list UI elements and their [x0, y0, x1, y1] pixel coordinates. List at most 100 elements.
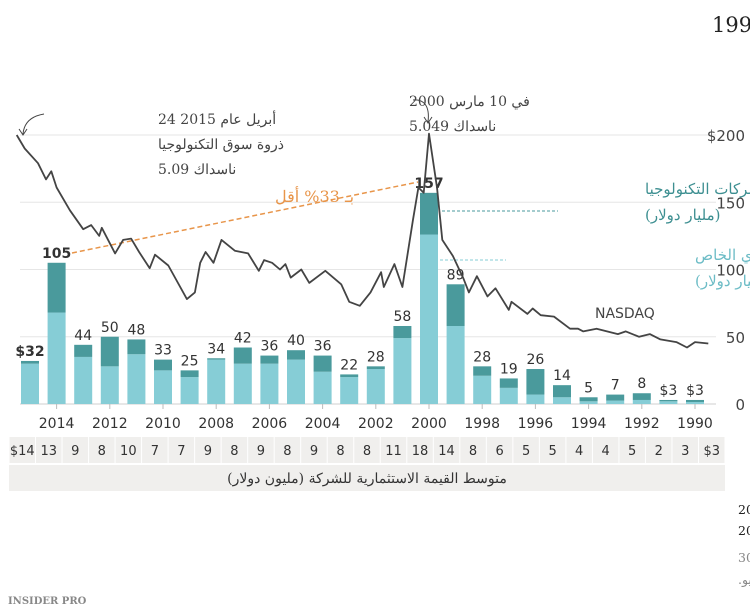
x-tick-label: 1990 — [677, 416, 713, 432]
insider-pro-logo: INSIDER PRO — [8, 596, 87, 607]
bar-ipo-2014 — [47, 262, 66, 313]
avg-valuation-cell — [592, 437, 619, 463]
bar-label-2010: 33 — [154, 343, 172, 359]
bar-label-2005: 40 — [287, 333, 305, 349]
bar-label-1993: 7 — [611, 378, 620, 394]
avg-valuation-value: 5 — [548, 444, 556, 459]
avg-valuation-value: 4 — [602, 444, 610, 459]
x-tick-label: 1992 — [624, 416, 660, 432]
bar-private-2011 — [127, 354, 146, 404]
bar-private-1998 — [473, 375, 492, 404]
bar-private-1991 — [659, 401, 678, 404]
bar-label-1997: 19 — [500, 361, 518, 377]
avg-valuation-cell — [221, 437, 248, 463]
peak-2015-line2: ذروة سوق التكنولوجيا — [158, 137, 284, 153]
footnote-alibaba: ** اكتتاب علي بابا (25 مليار دولار) - 69… — [738, 523, 750, 539]
avg-valuation-label: متوسط القيمة الاستثمارية للشركة (مليون د… — [227, 471, 507, 487]
bar-ipo-2008 — [207, 358, 226, 360]
bar-label-2007: 42 — [234, 331, 252, 347]
legend-private-label: حجم التمويل الاستثماري الخاص — [695, 246, 750, 264]
x-tick-label: 2012 — [92, 416, 128, 432]
bar-private-2005 — [287, 359, 305, 404]
gridlines — [20, 134, 716, 405]
bar-ipo-2003 — [340, 374, 359, 378]
bar-ipo-2001 — [393, 325, 412, 339]
bar-ipo-2010 — [154, 359, 172, 371]
bar-label-2003: 22 — [340, 357, 358, 373]
bar-ipo-1991 — [659, 399, 678, 402]
bar-ipo-1996 — [526, 369, 545, 395]
bar-label-1998: 28 — [473, 349, 491, 365]
avg-valuation-cell — [539, 437, 566, 463]
source-line1: المصدر:تومسون وان، مورغان ستانلي، إكويتي… — [738, 549, 750, 566]
avg-valuation-value: 4 — [575, 444, 583, 459]
bar-label-1994: 5 — [584, 380, 593, 396]
bar-label-1991: $3 — [659, 383, 677, 399]
arrow-2000-icon — [412, 99, 429, 123]
avg-valuation-value: 8 — [283, 444, 291, 459]
bar-private-2003 — [340, 377, 359, 404]
avg-valuation-cell — [301, 437, 327, 463]
x-tick-label: 2002 — [358, 416, 394, 432]
bar-label-2014: 105 — [42, 246, 71, 262]
avg-valuation-cell — [566, 437, 592, 463]
x-tick-label: 2006 — [252, 416, 288, 432]
avg-valuation-value: 5 — [522, 444, 530, 459]
bar-label-2001: 58 — [393, 309, 411, 325]
bar-private-1992 — [632, 399, 651, 404]
y-tick-label: 0 — [735, 396, 745, 414]
avg-valuation-value: 8 — [469, 444, 477, 459]
bar-ipo-1998 — [473, 366, 492, 376]
avg-valuation-cell — [62, 437, 89, 463]
x-tick-label: 2008 — [198, 416, 234, 432]
peak-2015-line3: ناسداك 5.09 — [158, 162, 236, 178]
avg-valuation-cell — [248, 437, 274, 463]
bar-label-2012: 50 — [101, 320, 119, 336]
avg-valuation-value: 6 — [495, 444, 503, 459]
bar-private-2012 — [100, 366, 119, 404]
bar-ipo-2000 — [420, 192, 438, 235]
bar-private-1993 — [606, 400, 625, 404]
avg-valuation-value: 7 — [177, 444, 185, 459]
y-tick-label: 100 — [716, 262, 745, 280]
decline-dashed-line — [71, 181, 419, 254]
bar-ipo-2007 — [233, 347, 252, 364]
x-tick-label: 2014 — [39, 416, 75, 432]
avg-valuation-cell — [142, 437, 168, 463]
footnote-facebook: *اكتتاب فيسبوك ( 16 مليار دولار) - 75% م… — [738, 502, 750, 518]
bar-private-1999 — [446, 325, 465, 404]
avg-valuation-value: 9 — [310, 444, 318, 459]
avg-valuation-cell — [672, 437, 698, 463]
y-tick-label: 150 — [716, 194, 745, 212]
bar-label-1996: 26 — [526, 352, 544, 368]
bar-ipo-2012 — [100, 336, 119, 367]
y-tick-label: 50 — [726, 329, 745, 347]
source-line2: مليون دولار وفقا لديالوجيك، بلومبرغ و كا… — [738, 571, 750, 588]
bar-ipo-2004 — [313, 355, 332, 372]
bar-private-2013 — [74, 356, 93, 404]
bar-private-2008 — [207, 359, 226, 404]
legend-ipo-unit: (مليار دولار) — [645, 206, 721, 224]
avg-valuation-cell — [619, 437, 645, 463]
avg-valuation-value: 9 — [204, 444, 212, 459]
avg-valuation-value: 9 — [257, 444, 265, 459]
bar-private-1994 — [579, 401, 598, 404]
nasdaq-label: NASDAQ — [595, 306, 655, 322]
bar-ipo-1997 — [499, 378, 518, 388]
avg-valuation-value: 2 — [655, 444, 663, 459]
avg-valuation-cell — [407, 437, 433, 463]
bar-label-2006: 36 — [260, 339, 278, 355]
avg-valuation-value: 3 — [681, 444, 689, 459]
peak-2000-line2: ناسداك 5.049 — [409, 119, 496, 135]
avg-valuation-value: 8 — [336, 444, 344, 459]
avg-valuation-row: $14 13 9 8 10 7 7 9 8 9 8 9 8 8 11 18 14 8 6 5 5 4 4 5 2 3 $3 — [9, 437, 725, 463]
bar-ipo-1999 — [446, 284, 465, 326]
bar-label-1995: 14 — [553, 368, 571, 384]
avg-valuation-cell — [327, 437, 354, 463]
avg-valuation-value: $3 — [703, 444, 720, 459]
bar-ipo-1993 — [606, 394, 625, 401]
avg-valuation-value: 7 — [151, 444, 159, 459]
arrow-2015-head-icon — [18, 128, 28, 136]
avg-valuation-cell — [486, 437, 513, 463]
